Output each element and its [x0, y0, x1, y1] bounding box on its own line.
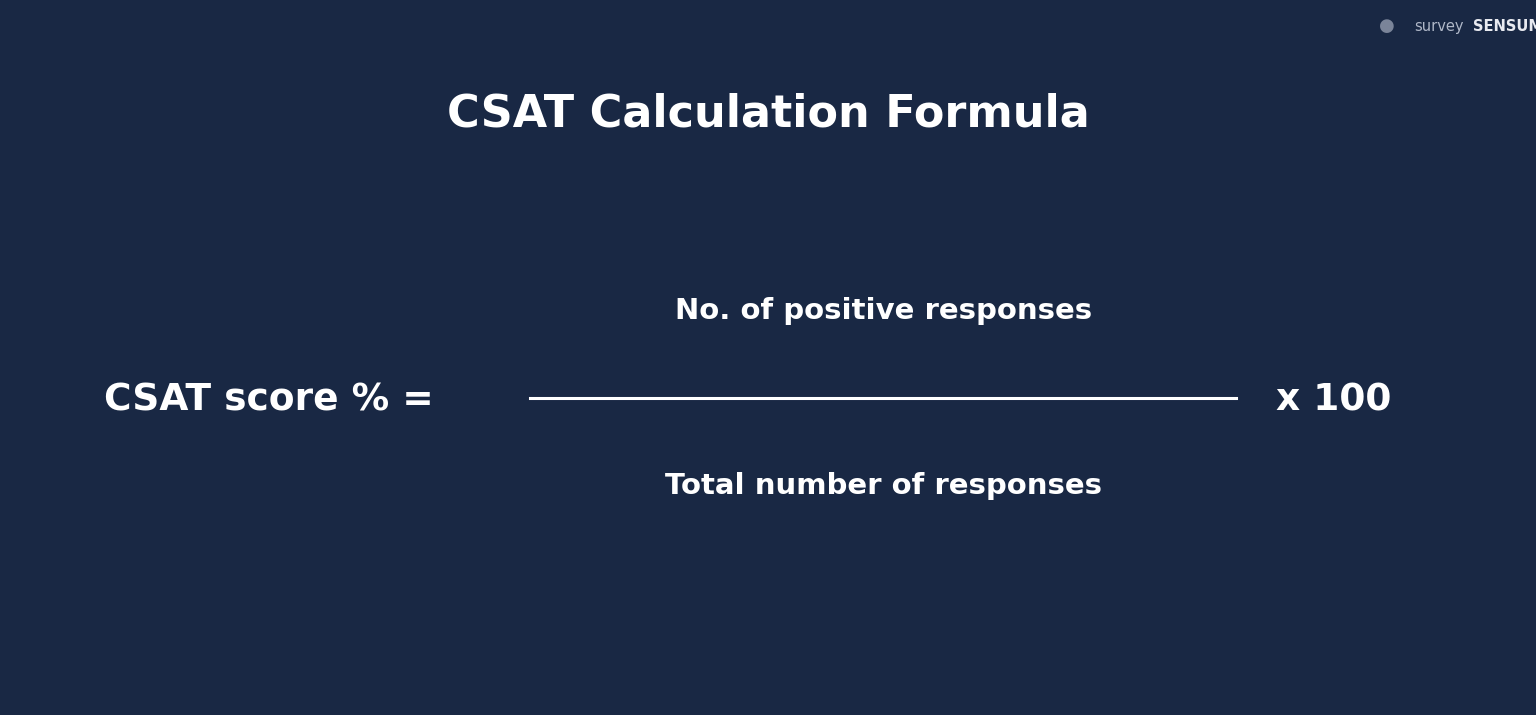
Text: No. of positive responses: No. of positive responses [674, 297, 1092, 325]
Text: Total number of responses: Total number of responses [665, 472, 1101, 500]
Text: CSAT Calculation Formula: CSAT Calculation Formula [447, 93, 1089, 136]
Text: SENSUM: SENSUM [1473, 19, 1536, 34]
Text: ●: ● [1379, 17, 1395, 36]
Text: x 100: x 100 [1275, 383, 1392, 418]
Text: survey: survey [1415, 19, 1464, 34]
Text: CSAT score % =: CSAT score % = [104, 383, 433, 418]
